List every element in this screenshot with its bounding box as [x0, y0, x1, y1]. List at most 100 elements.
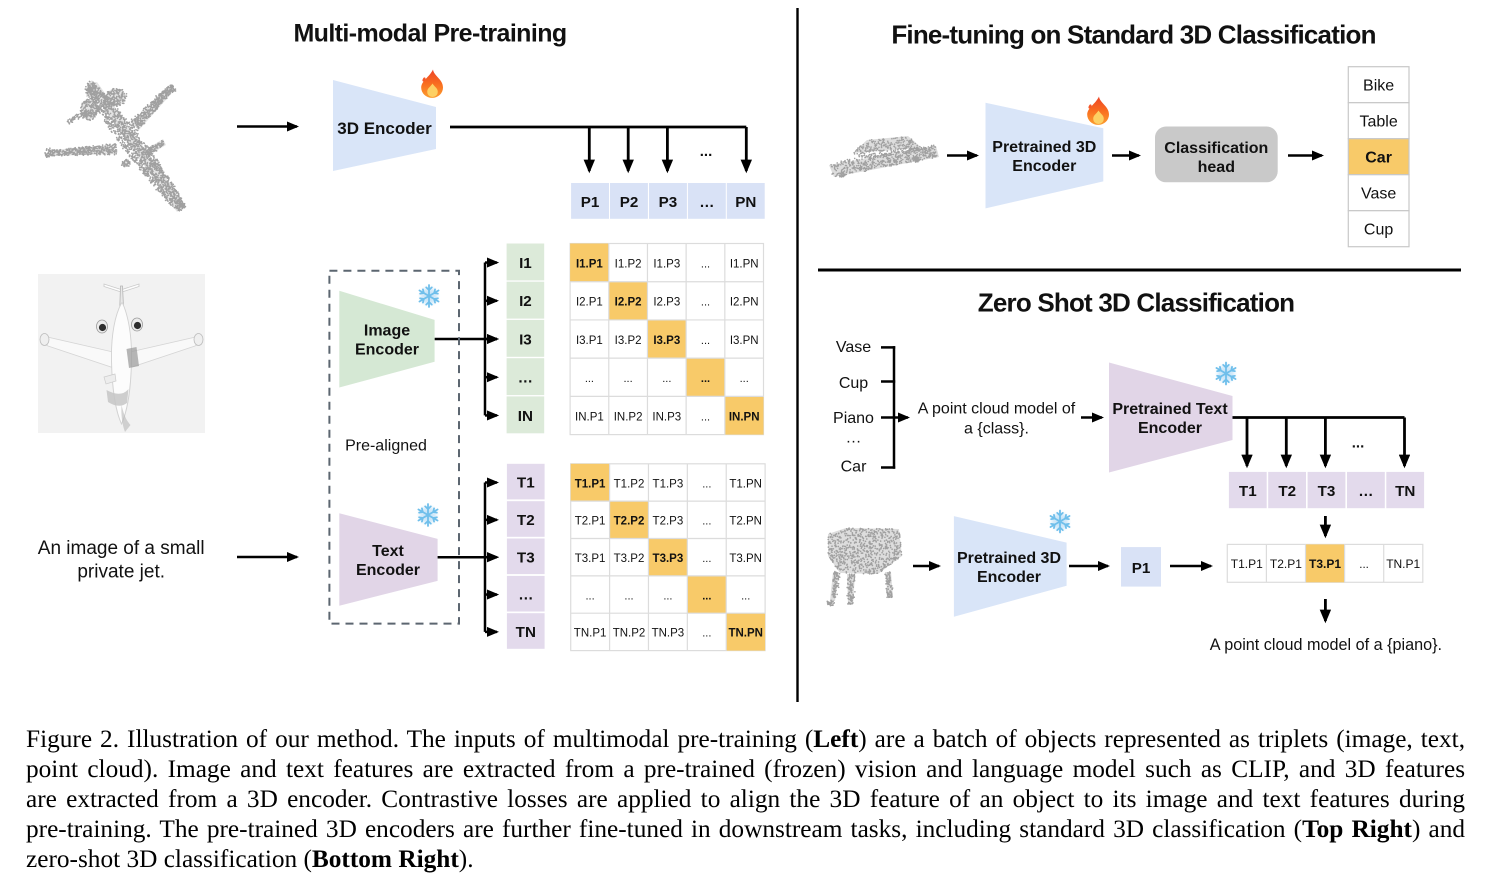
- svg-text:Vase: Vase: [836, 339, 871, 356]
- svg-text:...: ...: [701, 297, 710, 309]
- svg-text:I2.PN: I2.PN: [730, 297, 759, 309]
- svg-text:...: ...: [702, 628, 711, 640]
- svg-text:T1.PN: T1.PN: [729, 478, 762, 490]
- svg-text:...: ...: [741, 590, 750, 602]
- svg-text:T1.P2: T1.P2: [614, 478, 645, 490]
- svg-text:I3.P3: I3.P3: [653, 335, 680, 347]
- svg-text:...: ...: [700, 143, 713, 160]
- svg-text:TN.P2: TN.P2: [613, 628, 646, 640]
- svg-text:T3: T3: [1318, 483, 1336, 500]
- svg-text:Encoder: Encoder: [356, 562, 420, 579]
- svg-text:I2: I2: [519, 293, 532, 310]
- svg-text:T1.P1: T1.P1: [1231, 557, 1263, 571]
- svg-text:...: ...: [701, 373, 710, 385]
- svg-text:...: ...: [701, 258, 710, 270]
- svg-text:...: ...: [586, 590, 595, 602]
- svg-text:T3: T3: [517, 549, 535, 566]
- svg-text:Zero Shot 3D Classification: Zero Shot 3D Classification: [978, 288, 1294, 318]
- svg-text:T3.P2: T3.P2: [614, 553, 645, 565]
- svg-text:…: …: [1358, 483, 1373, 500]
- svg-text:I1.P3: I1.P3: [653, 258, 680, 270]
- svg-text:IN.P1: IN.P1: [575, 411, 604, 423]
- svg-text:T2.P2: T2.P2: [614, 516, 645, 528]
- svg-text:TN: TN: [516, 624, 536, 641]
- svg-text:A point cloud model of: A point cloud model of: [918, 401, 1076, 418]
- svg-text:P1: P1: [581, 194, 600, 211]
- svg-text:T1.P1: T1.P1: [575, 478, 606, 490]
- svg-text:I1.P2: I1.P2: [615, 258, 642, 270]
- svg-text:Car: Car: [841, 459, 867, 476]
- svg-text:IN.P2: IN.P2: [614, 411, 643, 423]
- svg-text:...: ...: [701, 411, 710, 423]
- svg-text:...: ...: [701, 335, 710, 347]
- svg-text:Fine-tuning on Standard 3D Cla: Fine-tuning on Standard 3D Classificatio…: [891, 20, 1375, 50]
- svg-text:Piano: Piano: [833, 410, 874, 427]
- svg-text:IN.PN: IN.PN: [729, 411, 760, 423]
- svg-text:T2: T2: [1278, 483, 1296, 500]
- svg-text:Text: Text: [372, 543, 404, 560]
- svg-text:Cup: Cup: [839, 375, 868, 392]
- svg-text:a {class}.: a {class}.: [964, 420, 1029, 437]
- svg-text:T3.P1: T3.P1: [575, 553, 606, 565]
- svg-text:TN: TN: [1395, 483, 1415, 500]
- svg-text:...: ...: [702, 516, 711, 528]
- svg-text:Vase: Vase: [1361, 186, 1396, 203]
- svg-text:I2.P1: I2.P1: [576, 297, 603, 309]
- svg-text:...: ...: [663, 590, 672, 602]
- svg-text:I3: I3: [519, 331, 532, 348]
- svg-text:...: ...: [702, 553, 711, 565]
- svg-text:T1.P3: T1.P3: [653, 478, 684, 490]
- svg-text:An image of a small: An image of a small: [38, 538, 205, 559]
- svg-text:T3.P3: T3.P3: [653, 553, 684, 565]
- svg-text:…: …: [518, 370, 533, 387]
- svg-text:I2.P3: I2.P3: [653, 297, 680, 309]
- svg-text:Car: Car: [1365, 150, 1392, 167]
- svg-text:...: ...: [624, 373, 633, 385]
- svg-text:TN.P3: TN.P3: [652, 628, 685, 640]
- svg-text:I1.PN: I1.PN: [730, 258, 759, 270]
- svg-text:T1: T1: [517, 475, 535, 492]
- svg-text:Encoder: Encoder: [1138, 420, 1202, 437]
- svg-text:I3.PN: I3.PN: [730, 335, 759, 347]
- svg-text:...: ...: [585, 373, 594, 385]
- svg-text:Pretrained Text: Pretrained Text: [1112, 401, 1228, 418]
- svg-text:...: ...: [1352, 435, 1365, 452]
- svg-text:I2.P2: I2.P2: [615, 297, 642, 309]
- svg-text:...: ...: [702, 590, 711, 602]
- svg-text:Encoder: Encoder: [1012, 158, 1076, 175]
- svg-text:Table: Table: [1359, 114, 1397, 131]
- svg-text:private jet.: private jet.: [77, 562, 165, 583]
- svg-text:P2: P2: [620, 194, 639, 211]
- svg-text:...: ...: [702, 478, 711, 490]
- svg-text:3D Encoder: 3D Encoder: [337, 119, 432, 138]
- svg-text:TN.PN: TN.PN: [728, 628, 763, 640]
- svg-text:PN: PN: [735, 194, 756, 211]
- svg-text:T3.PN: T3.PN: [729, 553, 762, 565]
- svg-text:...: ...: [1359, 559, 1369, 571]
- svg-text:A point cloud model of a {pian: A point cloud model of a {piano}.: [1210, 636, 1442, 654]
- svg-text:Multi-modal Pre-training: Multi-modal Pre-training: [293, 20, 566, 48]
- svg-text:Cup: Cup: [1364, 222, 1393, 239]
- svg-text:Encoder: Encoder: [355, 342, 419, 359]
- svg-text:I3.P1: I3.P1: [576, 335, 603, 347]
- svg-text:Pre-aligned: Pre-aligned: [345, 438, 427, 455]
- svg-text:T2.P3: T2.P3: [653, 516, 684, 528]
- svg-text:T2.P1: T2.P1: [575, 516, 606, 528]
- svg-text:Classification: Classification: [1164, 140, 1268, 157]
- svg-text:I1: I1: [519, 255, 532, 272]
- svg-text:P1: P1: [1132, 560, 1151, 577]
- svg-text:IN.P3: IN.P3: [652, 411, 681, 423]
- svg-text:…: …: [518, 587, 533, 604]
- svg-text:...: ...: [740, 373, 749, 385]
- svg-text:I3.P2: I3.P2: [615, 335, 642, 347]
- svg-text:I1.P1: I1.P1: [576, 258, 603, 270]
- svg-text:Pretrained 3D: Pretrained 3D: [992, 139, 1096, 156]
- svg-text:…: …: [699, 194, 714, 211]
- svg-text:TN.P1: TN.P1: [1386, 557, 1420, 571]
- svg-text:Pretrained 3D: Pretrained 3D: [957, 550, 1061, 567]
- svg-text:T2.PN: T2.PN: [729, 516, 762, 528]
- svg-text:...: ...: [662, 373, 671, 385]
- svg-text:TN.P1: TN.P1: [574, 628, 607, 640]
- svg-text:T2: T2: [517, 512, 535, 529]
- svg-text:Image: Image: [364, 323, 410, 340]
